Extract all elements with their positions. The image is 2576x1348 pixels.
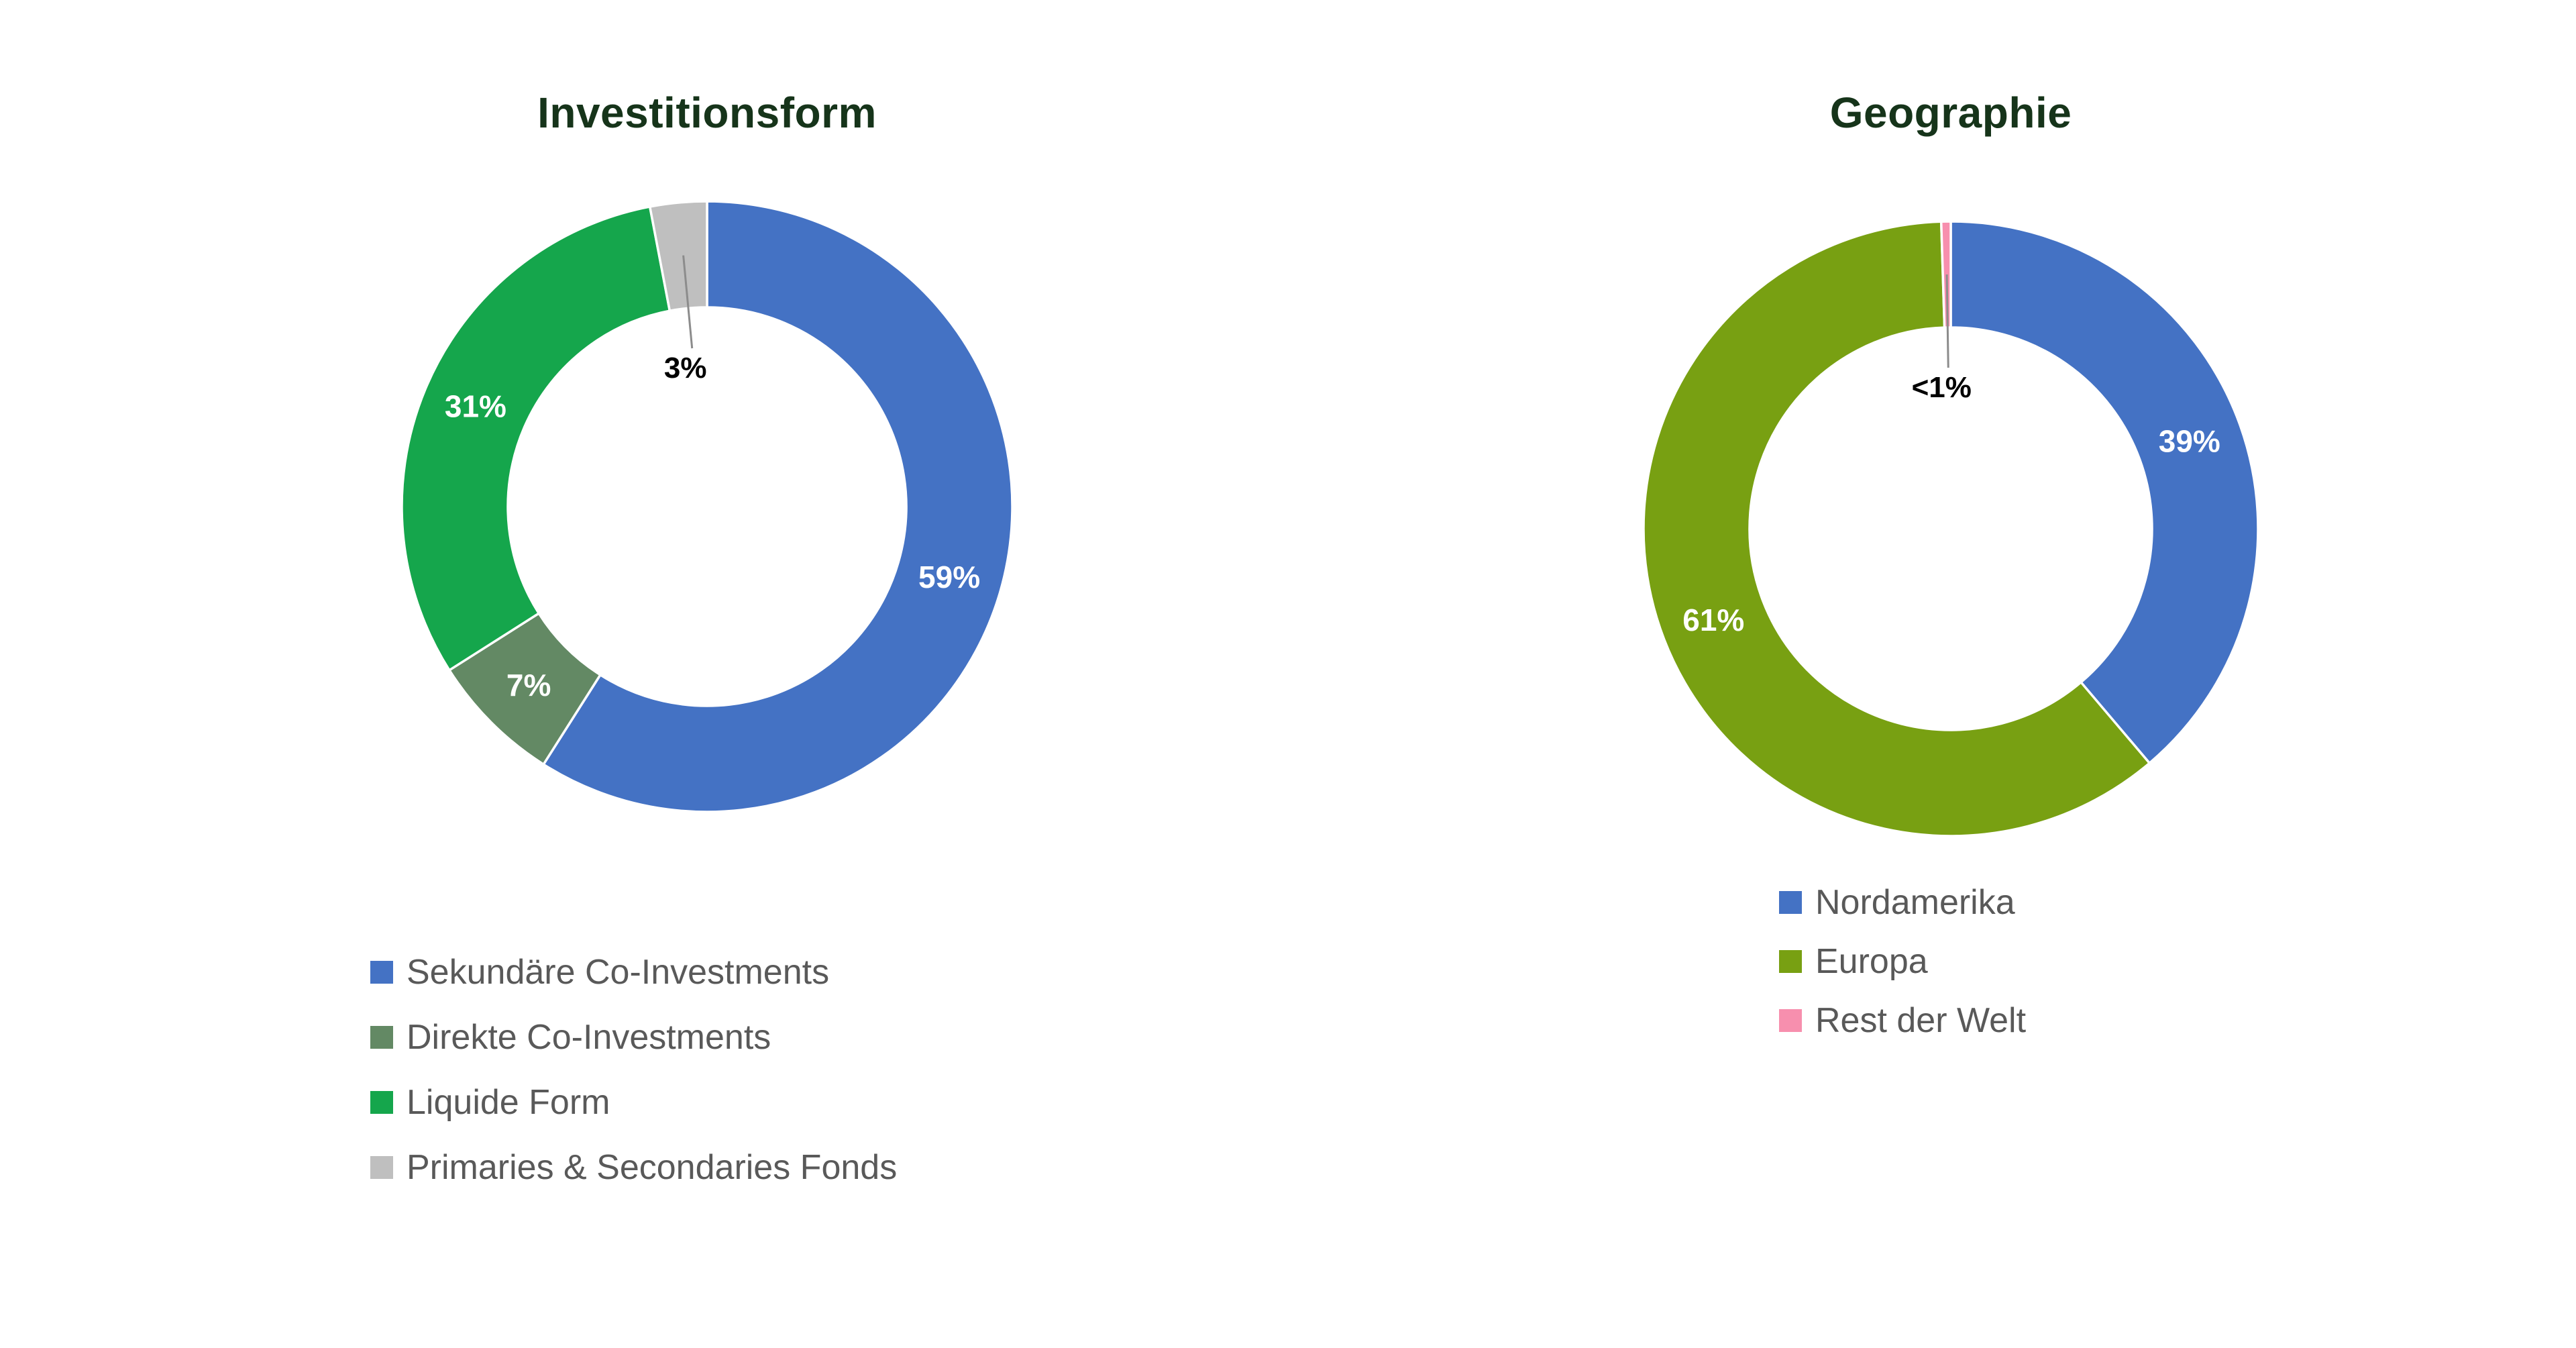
legend-swatch-icon <box>370 1155 393 1179</box>
legend-geographie: Nordamerika Europa Rest der Welt <box>1779 873 2026 1050</box>
segment-value-label: 61% <box>1682 603 1744 637</box>
legend-label: Rest der Welt <box>1815 1001 2027 1040</box>
donut-segment <box>542 200 1014 813</box>
chart-title-investitionsform: Investitionsform <box>537 89 877 137</box>
legend-label: Nordamerika <box>1815 883 2015 922</box>
legend-item: Direkte Co-Investments <box>370 1004 897 1070</box>
donut-segment <box>648 200 708 313</box>
donut-segment <box>1642 220 2151 837</box>
legend-swatch-icon <box>370 960 393 984</box>
segment-value-label: 7% <box>506 668 551 703</box>
segment-callout-label: <1% <box>1912 371 1972 404</box>
donut-chart-investitionsform: 59% 7% 31% 3% <box>400 200 1014 813</box>
segment-value-label: 59% <box>918 560 980 594</box>
callout-leader-line <box>682 255 694 349</box>
donut-segment <box>400 205 672 672</box>
legend-swatch-icon <box>370 1090 393 1114</box>
legend-swatch-icon <box>1779 1009 1802 1032</box>
legend-label: Europa <box>1815 942 1928 981</box>
legend-item: Nordamerika <box>1779 873 2026 932</box>
legend-label: Sekundäre Co-Investments <box>407 952 830 992</box>
segment-value-label: 39% <box>2159 423 2220 458</box>
donut-segment <box>1949 220 2259 765</box>
chart-title-geographie: Geographie <box>1829 89 2072 137</box>
legend-item: Sekundäre Co-Investments <box>370 939 897 1004</box>
legend-label: Primaries & Secondaries Fonds <box>407 1147 898 1187</box>
segment-callout-label: 3% <box>664 352 707 384</box>
legend-swatch-icon <box>1779 891 1802 914</box>
legend-swatch-icon <box>1779 950 1802 973</box>
legend-item: Liquide Form <box>370 1070 897 1135</box>
callout-leader-line <box>1945 274 1949 368</box>
legend-swatch-icon <box>370 1025 393 1049</box>
legend-item: Europa <box>1779 932 2026 991</box>
legend-item: Rest der Welt <box>1779 991 2026 1050</box>
donut-chart-geographie: 39% 61% <1% <box>1642 220 2259 837</box>
legend-label: Direkte Co-Investments <box>407 1017 771 1057</box>
legend-investitionsform: Sekundäre Co-Investments Direkte Co-Inves… <box>370 939 897 1200</box>
legend-item: Primaries & Secondaries Fonds <box>370 1135 897 1200</box>
legend-label: Liquide Form <box>407 1082 610 1122</box>
segment-value-label: 31% <box>445 389 506 424</box>
